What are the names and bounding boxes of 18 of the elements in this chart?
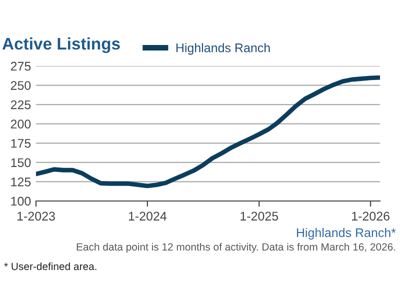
y-tick-label: 125 — [11, 178, 31, 186]
y-tick-label: 225 — [10, 100, 31, 110]
x-tick-label: 1-2024 — [128, 212, 167, 221]
y-tick-label: 200 — [10, 120, 31, 129]
x-tick-label: 1-2025 — [240, 212, 278, 221]
y-tick-label: 250 — [10, 81, 31, 90]
y-tick-label: 275 — [10, 62, 31, 71]
text: Highlands Ranch* — [296, 228, 396, 240]
text: Each data point is 12 months of activity. Data is from March 16, 2026. — [76, 242, 396, 253]
chart-title: Active Listings — [2, 37, 120, 54]
text: * User-defined area. — [4, 262, 96, 270]
y-tick-label: 150 — [11, 158, 31, 168]
line-series — [36, 75, 380, 188]
y-tick-label: 100 — [11, 196, 31, 206]
y-tick-label: 175 — [11, 139, 31, 148]
x-tick-label: 1-2026 — [352, 212, 390, 221]
legend-label: Highlands Ranch — [176, 43, 270, 55]
x-tick-label: 1-2023 — [17, 212, 55, 221]
